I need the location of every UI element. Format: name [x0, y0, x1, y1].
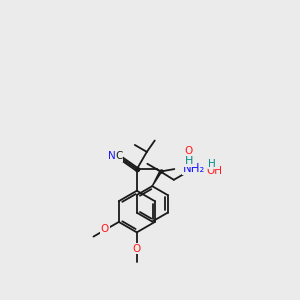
Text: O: O: [184, 146, 193, 156]
Text: C: C: [115, 151, 122, 161]
Polygon shape: [152, 171, 161, 186]
Text: OH: OH: [206, 166, 222, 176]
Text: H: H: [185, 156, 193, 166]
Text: H: H: [208, 159, 216, 169]
Text: N: N: [108, 151, 116, 161]
Text: O: O: [100, 224, 109, 234]
Text: O: O: [133, 244, 141, 254]
Text: NH₂: NH₂: [183, 161, 205, 175]
